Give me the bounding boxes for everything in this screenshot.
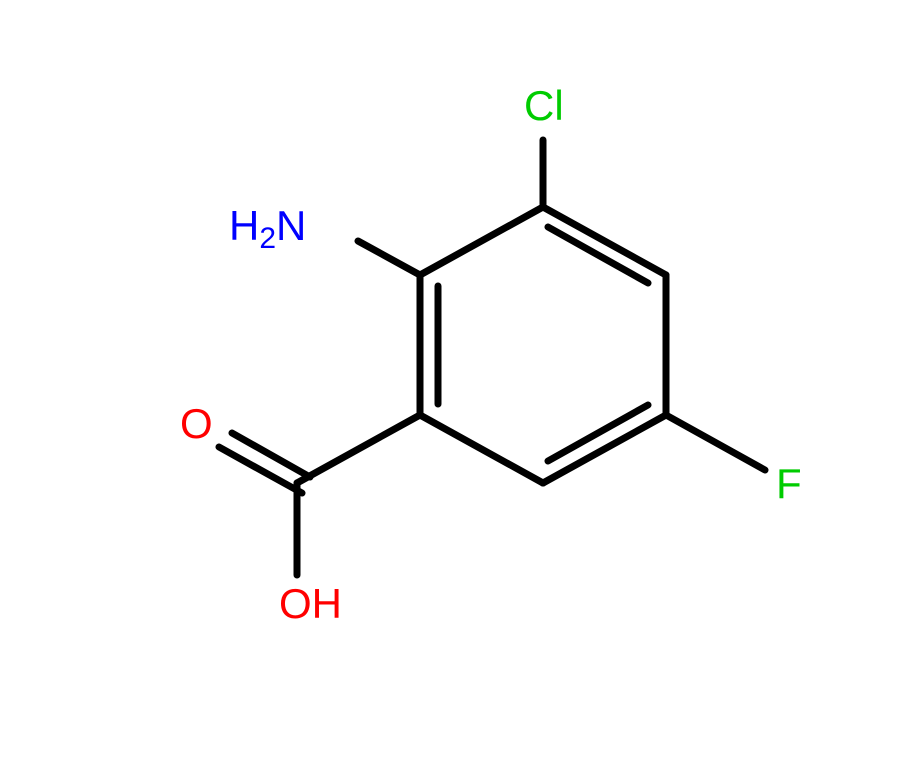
canvas-bg	[0, 0, 897, 777]
label-o-dbl: O	[180, 400, 213, 447]
molecule-canvas: H2N Cl F O OH	[0, 0, 897, 777]
label-f: F	[776, 460, 802, 507]
label-cl: Cl	[524, 82, 564, 129]
label-oh: OH	[279, 580, 342, 627]
